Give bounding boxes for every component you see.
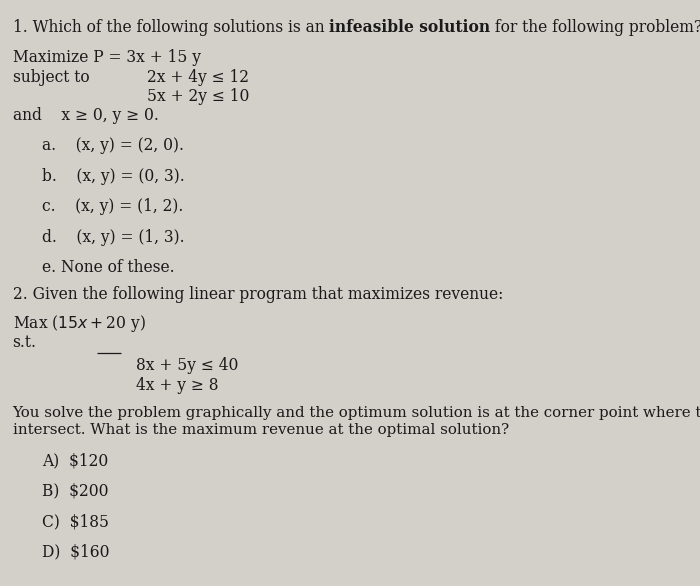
Text: b.    (x, y) = (0, 3).: b. (x, y) = (0, 3). [42, 168, 185, 185]
Text: and    x ≥ 0, y ≥ 0.: and x ≥ 0, y ≥ 0. [13, 107, 158, 124]
Text: intersect. What is the maximum revenue at the optimal solution?: intersect. What is the maximum revenue a… [13, 423, 509, 437]
Text: C)  $185: C) $185 [42, 513, 109, 530]
Text: D)  $160: D) $160 [42, 544, 109, 561]
Text: Maximize P = 3x + 15 y: Maximize P = 3x + 15 y [13, 49, 201, 66]
Text: 1. Which of the following solutions is an: 1. Which of the following solutions is a… [13, 19, 329, 36]
Text: A)  $120: A) $120 [42, 452, 108, 469]
Text: 5x + 2y ≤ 10: 5x + 2y ≤ 10 [147, 88, 249, 105]
Text: a.    (x, y) = (2, 0).: a. (x, y) = (2, 0). [42, 137, 184, 154]
Text: s.t.: s.t. [13, 334, 36, 351]
Text: 2x + 4y ≤ 12: 2x + 4y ≤ 12 [147, 69, 249, 86]
Text: 4x + y ≥ 8: 4x + y ≥ 8 [136, 377, 219, 394]
Text: c.    (x, y) = (1, 2).: c. (x, y) = (1, 2). [42, 198, 183, 215]
Text: B)  $200: B) $200 [42, 483, 108, 500]
Text: 2. Given the following linear program that maximizes revenue:: 2. Given the following linear program th… [13, 286, 503, 303]
Text: Max ($15x + $20 y): Max ($15x + $20 y) [13, 313, 146, 334]
Text: infeasible solution: infeasible solution [329, 19, 490, 36]
Text: for the following problem?: for the following problem? [490, 19, 700, 36]
Text: subject to: subject to [13, 69, 89, 86]
Text: e. None of these.: e. None of these. [42, 259, 174, 276]
Text: You solve the problem graphically and the optimum solution is at the corner poin: You solve the problem graphically and th… [13, 406, 700, 420]
Text: 8x + 5y ≤ 40: 8x + 5y ≤ 40 [136, 357, 239, 374]
Text: d.    (x, y) = (1, 3).: d. (x, y) = (1, 3). [42, 229, 185, 246]
